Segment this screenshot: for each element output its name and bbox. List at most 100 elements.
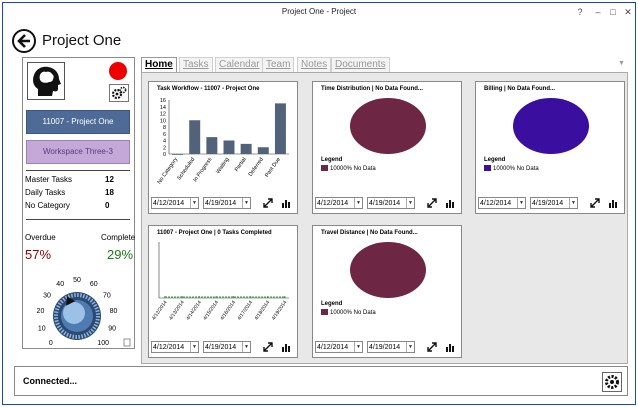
dropdown-arrow-icon[interactable]: ▼	[354, 198, 362, 208]
maximize-button[interactable]: □	[610, 7, 616, 17]
minimize-button[interactable]: –	[595, 7, 601, 17]
bar-chart-icon[interactable]	[608, 198, 618, 208]
stat-label: No Category	[25, 201, 70, 210]
x-tick-label: Deferred	[248, 157, 265, 178]
data-point	[215, 296, 218, 298]
chart-plot	[513, 98, 589, 154]
dial-tick-label: 60	[90, 281, 98, 288]
legend-title: Legend	[484, 157, 506, 163]
legend-title: Legend	[321, 157, 343, 163]
data-point	[232, 296, 235, 298]
y-tick-label: 10	[160, 118, 166, 124]
dial-tick-label: 70	[103, 292, 111, 299]
dial-ring	[54, 293, 100, 339]
dropdown-arrow-icon[interactable]: ▼	[517, 198, 525, 208]
pie-slice	[350, 98, 426, 154]
close-button[interactable]: ✕	[624, 7, 632, 17]
dropdown-arrow-icon[interactable]: ▼	[406, 342, 414, 352]
complete-value: 29%	[107, 247, 134, 262]
x-tick-label: Past Due	[264, 157, 282, 179]
tab-team[interactable]: Team	[262, 57, 295, 72]
date-to-picker[interactable]: 4/19/2014 ▼	[203, 197, 251, 209]
data-point	[198, 296, 201, 298]
date-to-picker[interactable]: 4/19/2014 ▼	[367, 341, 415, 353]
gear-icon	[605, 375, 619, 389]
project-button[interactable]: 11007 - Project One	[26, 110, 130, 134]
progress-dial[interactable]: 0 10 20 30 40 50 60 70 80 90 100	[23, 260, 133, 348]
calculator-icon[interactable]	[123, 338, 131, 347]
date-from-picker[interactable]: 4/12/2014 ▼	[315, 197, 363, 209]
project-summary-panel: 11007 - Project One Workspace Three-3 Ma…	[22, 57, 135, 349]
back-button[interactable]	[12, 29, 36, 53]
expand-icon[interactable]	[263, 198, 273, 208]
bar-chart-icon[interactable]	[281, 342, 291, 352]
data-point	[164, 296, 166, 298]
dashboard-card: Time Distribution | No Data Found... Lege…	[312, 81, 462, 214]
dropdown-arrow-icon[interactable]: ▼	[190, 198, 198, 208]
overdue-value: 57%	[25, 247, 52, 262]
card-title: Travel Distance | No Data Found...	[321, 230, 418, 236]
bar	[189, 120, 201, 154]
tab-notes[interactable]: Notes	[297, 57, 332, 72]
chart-plot	[350, 98, 426, 154]
dashboard-area: Task Workflow - 11007 - Project One 0 2 4 6 8…	[141, 72, 628, 364]
tab-overflow-icon[interactable]: ▼	[618, 60, 625, 67]
date-value: 4/12/2014	[317, 344, 349, 351]
dial-tick-label: 50	[73, 277, 81, 284]
complete-label: Complete	[101, 233, 136, 242]
settings-button[interactable]	[602, 372, 622, 392]
tab-documents[interactable]: Documents	[331, 57, 390, 72]
dropdown-arrow-icon[interactable]: ▼	[242, 198, 250, 208]
settings-button[interactable]	[109, 84, 129, 102]
dial-tick-label: 90	[108, 325, 116, 332]
card-title: 11007 - Project One | 0 Tasks Completed	[157, 230, 272, 236]
legend-title: Legend	[321, 301, 343, 307]
date-to-picker[interactable]: 4/19/2014 ▼	[367, 197, 415, 209]
stat-value: 18	[105, 188, 114, 197]
dropdown-arrow-icon[interactable]: ▼	[354, 342, 362, 352]
expand-icon[interactable]	[263, 342, 273, 352]
tab-home[interactable]: Home	[141, 57, 177, 72]
dropdown-arrow-icon[interactable]: ▼	[242, 342, 250, 352]
date-from-picker[interactable]: 4/12/2014 ▼	[151, 341, 199, 353]
avatar[interactable]	[27, 62, 65, 100]
help-button[interactable]: ?	[577, 7, 583, 17]
date-from-picker[interactable]: 4/12/2014 ▼	[478, 197, 526, 209]
expand-icon[interactable]	[590, 198, 600, 208]
workspace-button[interactable]: Workspace Three-3	[26, 140, 130, 164]
date-value: 4/12/2014	[153, 200, 185, 207]
date-value: 4/12/2014	[153, 344, 185, 351]
dropdown-arrow-icon[interactable]: ▼	[569, 198, 577, 208]
connection-status: Connected...	[23, 376, 78, 386]
legend-swatch	[484, 165, 491, 171]
bar-chart-icon[interactable]	[445, 198, 455, 208]
date-from-picker[interactable]: 4/12/2014 ▼	[151, 197, 199, 209]
y-tick-label: 12	[160, 112, 166, 118]
tab-calendar[interactable]: Calendar	[215, 57, 264, 72]
expand-icon[interactable]	[427, 342, 437, 352]
divider	[26, 219, 130, 220]
stat-label: Master Tasks	[25, 175, 72, 184]
x-tick-label: 4/19/2014	[271, 300, 289, 322]
date-from-picker[interactable]: 4/12/2014 ▼	[315, 341, 363, 353]
expand-icon[interactable]	[427, 198, 437, 208]
data-point	[266, 296, 269, 298]
legend-swatch	[321, 165, 328, 171]
tab-tasks[interactable]: Tasks	[179, 57, 213, 72]
card-footer: 4/12/2014 ▼ 4/19/2014 ▼	[151, 197, 296, 210]
bar-chart-icon[interactable]	[281, 198, 291, 208]
bar-chart-icon[interactable]	[445, 342, 455, 352]
dropdown-arrow-icon[interactable]: ▼	[406, 198, 414, 208]
date-value: 4/19/2014	[532, 200, 564, 207]
dial-pointer[interactable]	[66, 296, 76, 306]
date-value: 4/19/2014	[369, 200, 401, 207]
data-point	[283, 296, 286, 298]
x-tick-label: 4/17/2014	[236, 300, 254, 322]
dial-tick-label: 20	[37, 308, 45, 315]
status-bar: Connected...	[14, 366, 628, 396]
date-to-picker[interactable]: 4/19/2014 ▼	[530, 197, 578, 209]
dropdown-arrow-icon[interactable]: ▼	[190, 342, 198, 352]
date-to-picker[interactable]: 4/19/2014 ▼	[203, 341, 251, 353]
bar	[206, 137, 218, 154]
